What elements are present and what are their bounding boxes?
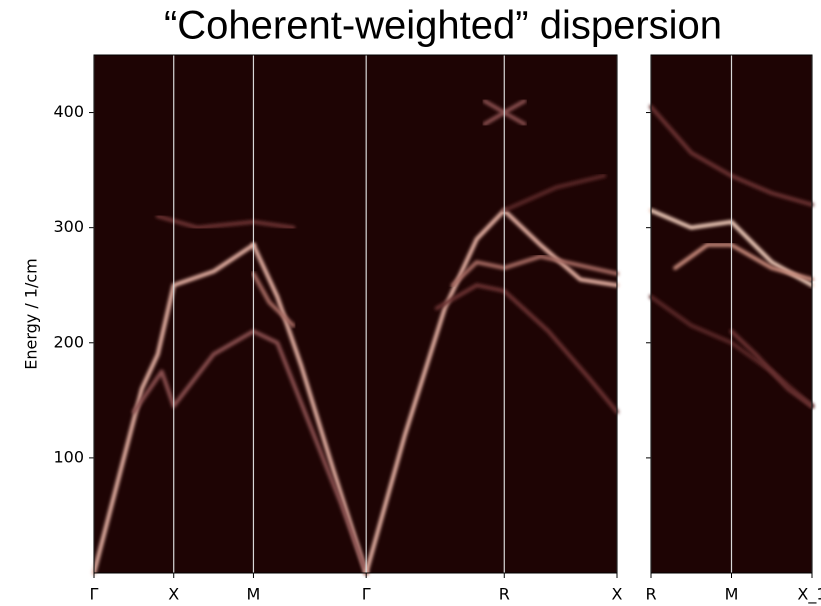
- band: [92, 242, 256, 575]
- x-tick-label: M: [247, 585, 261, 604]
- x-tick-label: X_1: [797, 585, 821, 605]
- x-tick-label: Γ: [90, 585, 99, 604]
- y-tick-label: 100: [53, 447, 84, 466]
- band: [502, 173, 607, 213]
- band: [434, 283, 619, 414]
- y-tick-label: 300: [53, 217, 84, 236]
- plot-background: [94, 55, 617, 573]
- x-tick-label: R: [499, 585, 510, 604]
- x-tick-label: Γ: [362, 585, 371, 604]
- band: [155, 214, 296, 230]
- x-tick-label: X: [168, 585, 179, 604]
- y-tick-label: 200: [53, 332, 84, 351]
- band: [251, 271, 296, 328]
- band: [729, 329, 814, 409]
- band: [251, 242, 369, 575]
- y-tick-label: 400: [53, 102, 84, 121]
- x-tick-label: M: [725, 585, 739, 604]
- chart-title: “Coherent-weighted” dispersion: [164, 4, 722, 48]
- plot-frame: [93, 54, 618, 574]
- x-tick-label: X: [612, 585, 623, 604]
- band: [364, 208, 619, 575]
- y-axis-label: Energy / 1/cm: [22, 258, 41, 370]
- x-tick-label: R: [645, 585, 656, 604]
- plot-frame: [650, 54, 813, 574]
